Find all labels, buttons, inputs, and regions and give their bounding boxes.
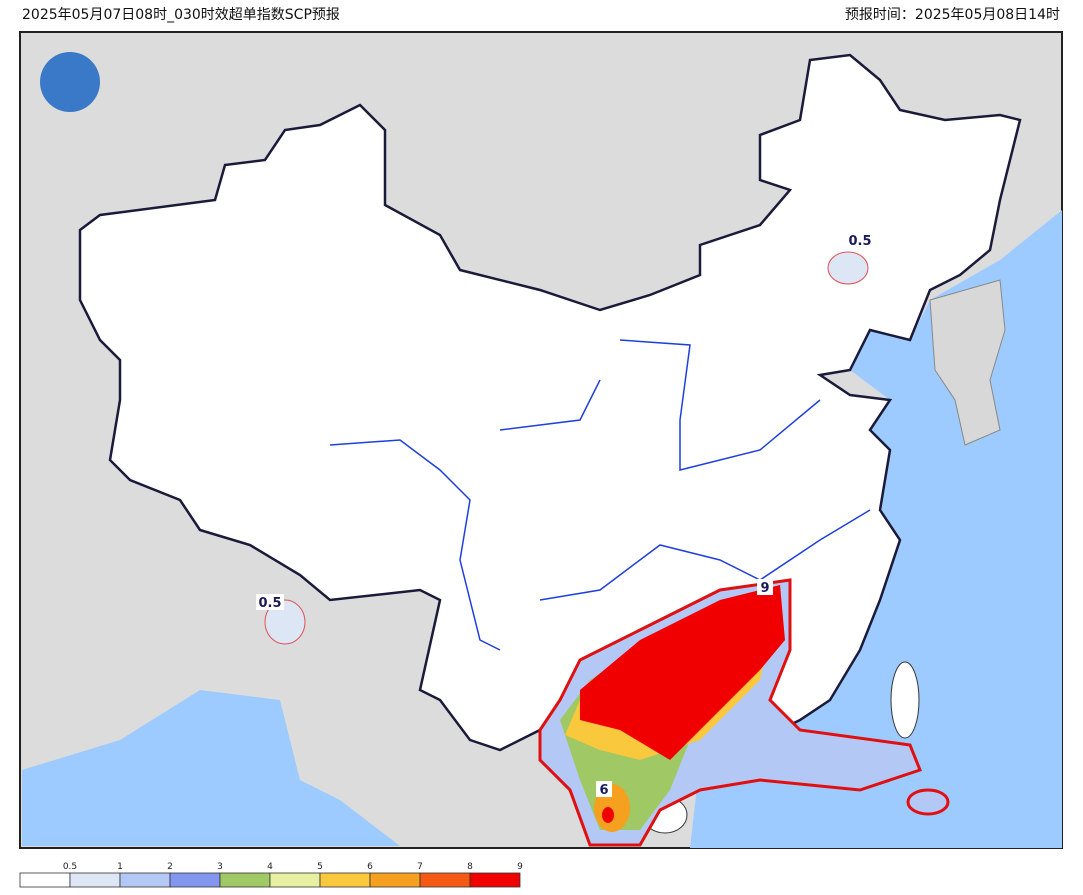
rivers bbox=[329, 339, 871, 651]
title: 2025年05月07日08时_030时效超单指数SCP预报 bbox=[22, 7, 340, 23]
korea bbox=[929, 279, 1006, 446]
label-bg bbox=[757, 579, 773, 595]
label-bg bbox=[596, 781, 612, 797]
legend-label: 3 bbox=[217, 862, 223, 872]
contour-sea bbox=[906, 788, 950, 816]
legend-label: 7 bbox=[417, 862, 423, 872]
legend-swatch bbox=[269, 872, 321, 888]
legend-swatch bbox=[19, 872, 71, 888]
legend-swatch bbox=[319, 872, 371, 888]
legend-label: 8 bbox=[467, 862, 473, 872]
logo bbox=[40, 52, 100, 112]
legend: 0.5 1 2 3 4 5 6 7 8 9 bbox=[19, 862, 523, 888]
legend-swatch bbox=[219, 872, 271, 888]
legend-label: 0.5 bbox=[63, 862, 77, 872]
valid-time: 预报时间：2025年05月08日14时 bbox=[845, 7, 1060, 23]
legend-label: 4 bbox=[267, 862, 273, 872]
legend-swatch bbox=[469, 872, 521, 888]
contour-label: 9 bbox=[760, 581, 769, 596]
taiwan bbox=[890, 661, 920, 739]
contour-label: 0.5 bbox=[848, 234, 871, 249]
contour-west bbox=[264, 599, 306, 645]
legend-label: 1 bbox=[117, 862, 123, 872]
legend-swatch bbox=[369, 872, 421, 888]
contour-south-core bbox=[602, 807, 614, 823]
map: 0.5 0.5 9 6 bbox=[19, 31, 1063, 849]
contour-max bbox=[580, 585, 785, 760]
legend-swatch bbox=[119, 872, 171, 888]
sea-west bbox=[22, 690, 400, 846]
contour-label: 6 bbox=[599, 783, 608, 798]
legend-label: 9 bbox=[517, 862, 523, 872]
contour-northeast bbox=[827, 251, 869, 285]
legend-label: 5 bbox=[317, 862, 323, 872]
legend-swatch bbox=[69, 872, 121, 888]
legend-label: 2 bbox=[167, 862, 173, 872]
legend-label: 6 bbox=[367, 862, 373, 872]
legend-swatch bbox=[419, 872, 471, 888]
legend-swatch bbox=[169, 872, 221, 888]
contour-label: 0.5 bbox=[258, 596, 281, 611]
label-bg bbox=[256, 594, 284, 610]
